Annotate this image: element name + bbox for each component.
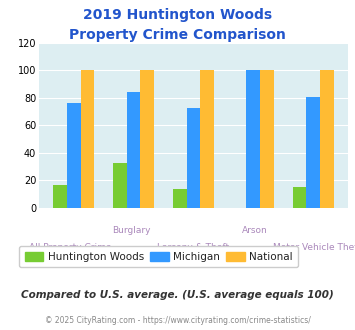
Bar (246, 70, 260, 208)
Bar (53, 184, 67, 208)
Bar (200, 70, 214, 208)
Text: Arson: Arson (242, 226, 268, 235)
Text: 2019 Huntington Woods: 2019 Huntington Woods (83, 8, 272, 22)
Bar (320, 70, 334, 208)
Bar (67, 103, 81, 208)
Text: Property Crime Comparison: Property Crime Comparison (69, 28, 286, 42)
Bar (81, 70, 94, 208)
Text: Motor Vehicle Theft: Motor Vehicle Theft (273, 243, 355, 251)
Bar (127, 92, 141, 208)
Legend: Huntington Woods, Michigan, National: Huntington Woods, Michigan, National (20, 247, 298, 267)
Bar (113, 163, 127, 208)
Bar (306, 96, 320, 208)
Bar (141, 70, 154, 208)
Bar (260, 70, 274, 208)
Bar (187, 108, 200, 208)
Text: Larceny & Theft: Larceny & Theft (157, 243, 230, 251)
Text: © 2025 CityRating.com - https://www.cityrating.com/crime-statistics/: © 2025 CityRating.com - https://www.city… (45, 315, 310, 325)
Bar (293, 187, 306, 208)
Text: Burglary: Burglary (113, 226, 151, 235)
Bar (173, 189, 187, 208)
Text: All Property Crime: All Property Crime (29, 243, 111, 251)
Text: Compared to U.S. average. (U.S. average equals 100): Compared to U.S. average. (U.S. average … (21, 290, 334, 300)
